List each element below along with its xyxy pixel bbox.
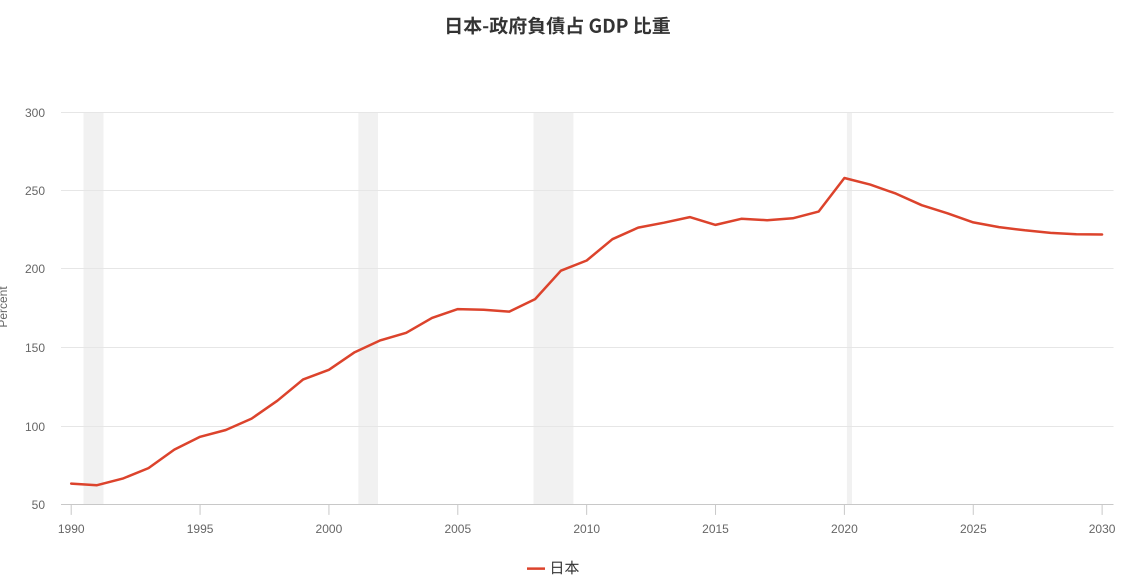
svg-text:100: 100 (25, 420, 45, 434)
svg-text:2000: 2000 (316, 522, 343, 536)
svg-text:1990: 1990 (58, 522, 85, 536)
svg-text:2030: 2030 (1089, 522, 1116, 536)
svg-text:1995: 1995 (187, 522, 214, 536)
svg-text:2005: 2005 (444, 522, 471, 536)
svg-text:300: 300 (25, 106, 45, 120)
svg-text:150: 150 (25, 341, 45, 355)
svg-text:2025: 2025 (960, 522, 987, 536)
svg-text:Percent: Percent (0, 286, 10, 328)
svg-text:2020: 2020 (831, 522, 858, 536)
svg-text:2010: 2010 (573, 522, 600, 536)
svg-text:250: 250 (25, 184, 45, 198)
svg-text:2015: 2015 (702, 522, 729, 536)
svg-text:50: 50 (32, 498, 46, 512)
svg-text:200: 200 (25, 262, 45, 276)
